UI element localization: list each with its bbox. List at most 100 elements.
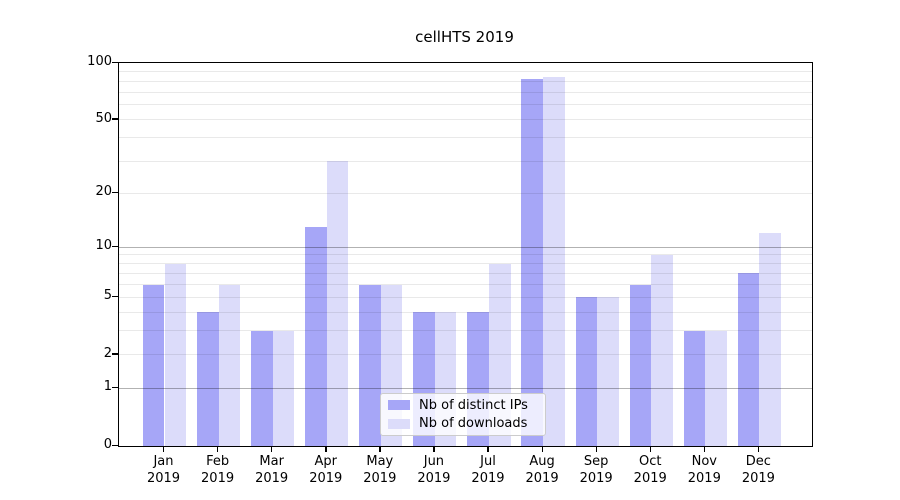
y-tick-mark (112, 118, 118, 120)
y-tick-label: 5 (103, 288, 112, 304)
gridline-minor (119, 91, 812, 93)
y-tick-mark (112, 353, 118, 355)
x-tick-year: 2019 (146, 471, 181, 486)
legend: Nb of distinct IPs Nb of downloads (380, 393, 546, 436)
bar-distinct-ips (629, 284, 652, 446)
y-tick-mark (112, 191, 118, 194)
x-tick-year: 2019 (687, 471, 721, 486)
legend-label: Nb of downloads (419, 416, 528, 432)
bar-distinct-ips (142, 284, 165, 446)
x-tick-month: Jun (423, 454, 445, 469)
plot-area (118, 62, 813, 447)
y-tick-mark (112, 386, 118, 389)
x-tick-month: Sep (583, 454, 609, 469)
bar-distinct-ips (251, 330, 273, 446)
legend-swatch (388, 400, 410, 411)
x-tick-label: Oct 2019 (622, 453, 678, 487)
bar-downloads (597, 297, 619, 446)
gridline-minor (119, 263, 812, 265)
gridline-minor (119, 137, 812, 139)
x-tick-label: Nov 2019 (676, 453, 732, 487)
bar-distinct-ips (196, 312, 219, 446)
x-tick-mark (163, 447, 165, 452)
x-tick-year: 2019 (471, 471, 505, 486)
gridline-minor (119, 311, 812, 313)
x-tick-mark (487, 447, 489, 452)
x-tick-month: Apr (314, 454, 337, 469)
x-tick-mark (379, 447, 381, 452)
bar-distinct-ips (305, 227, 327, 446)
bar-downloads (326, 161, 349, 446)
x-tick-year: 2019 (741, 471, 775, 486)
x-tick-year: 2019 (363, 471, 397, 486)
x-tick-label: Jul 2019 (460, 453, 516, 487)
gridline-major (119, 246, 812, 248)
x-tick-label: Jun 2019 (406, 453, 462, 487)
y-tick-mark (112, 245, 118, 247)
y-tick-label: 2 (103, 345, 112, 361)
x-tick-month: May (366, 454, 394, 469)
x-tick-mark (649, 447, 652, 452)
bar-downloads (759, 233, 781, 446)
bar-downloads (705, 330, 727, 446)
x-tick-month: Oct (638, 454, 662, 469)
x-tick-month: Jul (480, 454, 496, 469)
bar-distinct-ips (737, 273, 760, 446)
x-tick-label: Mar 2019 (244, 453, 300, 487)
x-tick-year: 2019 (417, 471, 451, 486)
bar-distinct-ips (683, 330, 706, 446)
bar-distinct-ips (575, 297, 598, 446)
gridline-minor (119, 119, 812, 121)
y-tick-mark (112, 444, 118, 446)
bar-downloads (218, 284, 241, 446)
legend-entry: Nb of distinct IPs (381, 396, 545, 415)
gridline-minor (119, 80, 812, 82)
gridline-minor (119, 354, 812, 356)
gridline-minor (119, 330, 812, 332)
x-tick-mark (541, 447, 543, 452)
gridline-minor (119, 160, 812, 162)
y-tick-label: 50 (95, 110, 112, 126)
x-tick-label: Aug 2019 (514, 453, 570, 487)
y-tick-label: 0 (103, 437, 112, 452)
x-tick-label: Jan 2019 (136, 453, 192, 487)
x-tick-month: Jan (153, 454, 174, 469)
bar-downloads (164, 263, 187, 446)
y-tick-label: 100 (87, 54, 112, 69)
x-tick-month: Nov (691, 454, 717, 469)
chart-title: cellHTS 2019 (415, 28, 514, 46)
bar-downloads (272, 330, 295, 446)
x-tick-label: Apr 2019 (298, 453, 354, 487)
bar-distinct-ips (359, 284, 381, 446)
x-tick-mark (271, 447, 273, 452)
y-tick-mark (112, 295, 118, 298)
x-tick-month: Dec (745, 454, 771, 469)
x-tick-year: 2019 (579, 471, 613, 486)
x-tick-label: Sep 2019 (568, 453, 624, 487)
bar-downloads (651, 254, 673, 446)
x-tick-month: Mar (259, 454, 284, 469)
legend-entry: Nb of downloads (381, 415, 545, 434)
legend-swatch (388, 418, 410, 429)
x-tick-month: Feb (206, 454, 230, 469)
y-tick-label: 10 (95, 238, 112, 253)
y-tick-label: 1 (103, 379, 112, 395)
gridline-minor (119, 71, 812, 73)
bar-distinct-ips (521, 79, 544, 446)
gridline-minor (119, 296, 812, 298)
x-tick-mark (433, 447, 435, 452)
y-tick-mark (112, 61, 118, 63)
x-tick-year: 2019 (633, 471, 667, 486)
gridline-minor (119, 284, 812, 285)
x-tick-label: May 2019 (352, 453, 408, 487)
x-tick-mark (325, 447, 327, 452)
x-tick-mark (595, 447, 597, 452)
x-tick-mark (703, 447, 706, 452)
x-tick-label: Dec 2019 (730, 453, 786, 487)
x-tick-label: Feb 2019 (190, 453, 246, 487)
gridline-minor (119, 104, 812, 106)
x-tick-mark (757, 447, 760, 452)
x-tick-year: 2019 (525, 471, 559, 486)
x-tick-mark (217, 447, 219, 452)
